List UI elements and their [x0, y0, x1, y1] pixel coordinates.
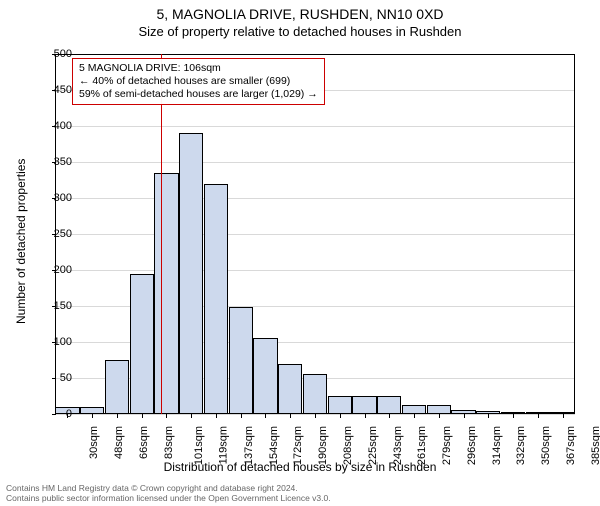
x-tick-mark [265, 414, 266, 418]
x-tick-mark [488, 414, 489, 418]
x-tick-mark [117, 414, 118, 418]
gridline [55, 198, 575, 199]
gridline [55, 234, 575, 235]
x-tick-label: 30sqm [88, 426, 100, 459]
y-tick-mark [52, 270, 56, 271]
x-tick-mark [563, 414, 564, 418]
x-tick-mark [513, 414, 514, 418]
x-tick-mark [191, 414, 192, 418]
gridline [55, 162, 575, 163]
x-tick-label: 83sqm [163, 426, 175, 459]
footer-attribution: Contains HM Land Registry data © Crown c… [6, 484, 331, 504]
histogram-bar [328, 396, 352, 414]
x-tick-label: 66sqm [138, 426, 150, 459]
x-tick-mark [414, 414, 415, 418]
x-tick-mark [365, 414, 366, 418]
histogram-bar [204, 184, 228, 414]
page-title: 5, MAGNOLIA DRIVE, RUSHDEN, NN10 0XD [0, 6, 600, 22]
x-tick-mark [166, 414, 167, 418]
x-axis-label: Distribution of detached houses by size … [0, 460, 600, 474]
histogram-bar [402, 405, 426, 414]
x-tick-mark [241, 414, 242, 418]
histogram-bar [80, 407, 104, 414]
x-tick-mark [439, 414, 440, 418]
y-tick-mark [52, 162, 56, 163]
chart-inner [55, 54, 575, 414]
y-tick-mark [52, 378, 56, 379]
annotation-callout: 5 MAGNOLIA DRIVE: 106sqm ← 40% of detach… [72, 58, 325, 105]
histogram-bar [154, 173, 178, 414]
histogram-bar [253, 338, 277, 414]
histogram-bar [105, 360, 129, 414]
x-tick-mark [142, 414, 143, 418]
histogram-bar [352, 396, 376, 414]
x-tick-mark [67, 414, 68, 418]
x-tick-label: 119sqm [218, 426, 230, 464]
reference-marker-line [161, 54, 162, 414]
x-tick-mark [216, 414, 217, 418]
histogram-bar [427, 405, 451, 414]
x-tick-mark [290, 414, 291, 418]
y-tick-mark [52, 414, 56, 415]
histogram-bar [303, 374, 327, 414]
x-tick-label: 48sqm [113, 426, 125, 459]
y-tick-mark [52, 198, 56, 199]
gridline [55, 126, 575, 127]
gridline [55, 54, 575, 55]
y-tick-mark [52, 126, 56, 127]
y-axis-label: Number of detached properties [14, 159, 28, 324]
x-tick-mark [389, 414, 390, 418]
histogram-bar [179, 133, 203, 414]
histogram-bar [229, 307, 253, 414]
histogram-bar [278, 364, 302, 414]
y-tick-mark [52, 234, 56, 235]
annotation-line: 5 MAGNOLIA DRIVE: 106sqm [79, 62, 318, 75]
y-tick-mark [52, 342, 56, 343]
y-tick-mark [52, 90, 56, 91]
annotation-line: ← 40% of detached houses are smaller (69… [79, 75, 318, 88]
page-subtitle: Size of property relative to detached ho… [0, 24, 600, 39]
histogram-bar [130, 274, 154, 414]
x-tick-mark [340, 414, 341, 418]
annotation-line: 59% of semi-detached houses are larger (… [79, 88, 318, 101]
footer-line: Contains public sector information licen… [6, 494, 331, 504]
chart-plot-area [55, 54, 575, 414]
y-tick-mark [52, 54, 56, 55]
x-tick-mark [538, 414, 539, 418]
gridline [55, 270, 575, 271]
x-tick-mark [315, 414, 316, 418]
x-tick-mark [92, 414, 93, 418]
y-tick-mark [52, 306, 56, 307]
histogram-bar [377, 396, 401, 414]
x-tick-mark [464, 414, 465, 418]
